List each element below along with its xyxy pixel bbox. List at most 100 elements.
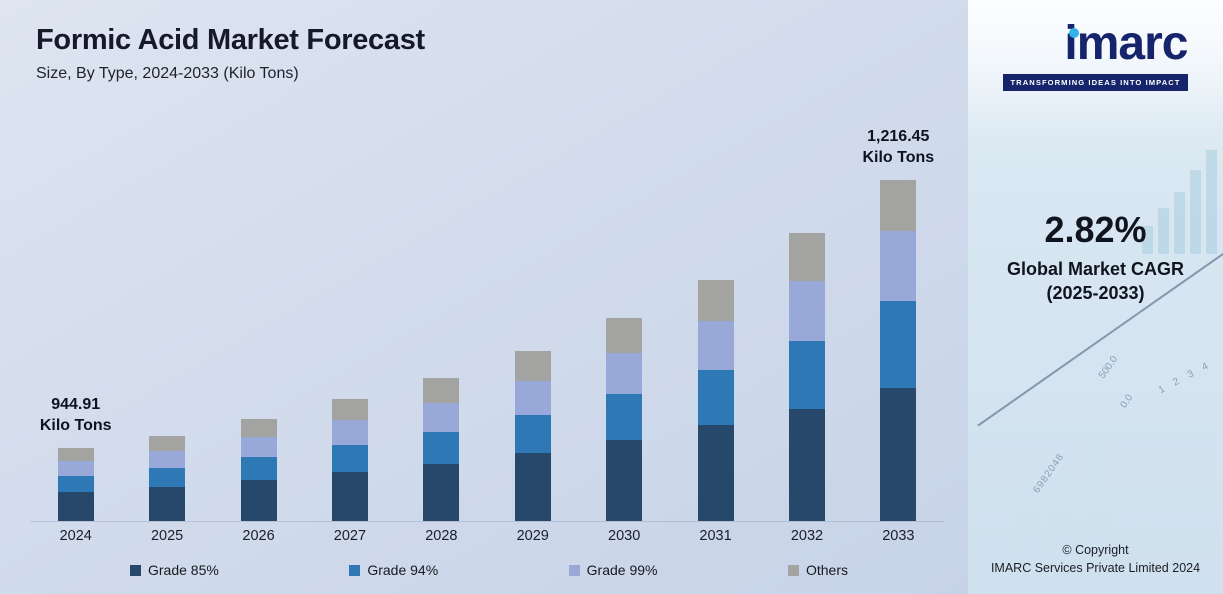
segment-2029-grade-99- [514, 381, 551, 415]
stacked-bar-2033 [880, 180, 917, 521]
x-axis-labels: 2024 2025 2026 2027 2028 2029 2030 2031 2032 2033 [30, 528, 944, 552]
decorative-axis-number: 500.0 [1096, 354, 1121, 381]
legend: Grade 85% Grade 94% Grade 99% Others [0, 552, 968, 594]
end-annotation-value: 1,216.45 [867, 128, 930, 146]
segment-2028-grade-99- [423, 403, 460, 432]
x-axis-label-2029: 2029 [516, 528, 549, 544]
legend-item-grade-85-: Grade 85% [130, 562, 219, 578]
segment-2027-others [331, 399, 368, 420]
bar-slot-2025 [121, 147, 212, 521]
segment-2026-others [240, 419, 277, 437]
bar-slot-2024 [30, 147, 121, 521]
segment-2028-others [423, 378, 460, 403]
copyright: © Copyright IMARC Services Private Limit… [991, 541, 1200, 579]
x-axis-label-2028: 2028 [425, 528, 458, 544]
segment-2030-grade-85- [606, 440, 643, 521]
bar-slot-2030 [578, 147, 669, 521]
segment-2032-grade-99- [788, 281, 825, 341]
segment-2024-grade-99- [57, 461, 94, 476]
x-axis-label-2025: 2025 [150, 528, 184, 544]
chart-header: Formic Acid Market Forecast Size, By Typ… [0, 0, 968, 83]
x-axis-label-2031: 2031 [699, 528, 732, 544]
stacked-bar-2031 [697, 280, 734, 521]
segment-2025-grade-94- [149, 468, 186, 487]
segment-2026-grade-94- [240, 457, 277, 480]
segment-2025-others [149, 436, 186, 451]
stacked-bar-2029 [514, 351, 551, 521]
segment-2031-grade-94- [697, 370, 734, 425]
segment-2031-others [697, 280, 734, 321]
bar-slot-2028 [396, 147, 487, 521]
copyright-line2: IMARC Services Private Limited 2024 [990, 561, 1201, 576]
segment-2024-grade-85- [57, 492, 94, 521]
stacked-bar-2027 [331, 399, 368, 521]
decorative-axis-number: 6982048 [1031, 451, 1067, 496]
cagr-label-line1: Global Market CAGR [1006, 259, 1185, 279]
segment-2033-others [880, 180, 917, 231]
bar-slot-2032 [761, 147, 852, 521]
segment-2030-grade-99- [606, 353, 643, 394]
segment-2031-grade-99- [697, 321, 734, 370]
legend-swatch-icon [349, 564, 361, 576]
start-annotation-unit: Kilo Tons [39, 417, 112, 435]
segment-2025-grade-85- [149, 487, 186, 521]
stacked-bar-2025 [149, 436, 186, 521]
x-axis-label-2033: 2033 [882, 528, 915, 544]
segment-2031-grade-85- [697, 425, 734, 521]
x-axis-label-2030: 2030 [608, 528, 641, 544]
legend-swatch-icon [787, 564, 799, 576]
segment-2029-grade-94- [514, 415, 551, 453]
segment-2028-grade-94- [423, 432, 460, 464]
bar-slot-2027 [304, 147, 395, 521]
bar-slot-2031 [670, 147, 761, 521]
logo-wordmark: imarc [1064, 17, 1188, 70]
bar-slot-2029 [487, 147, 578, 521]
bar-slot-2026 [213, 147, 304, 521]
copyright-line1: © Copyright [1062, 542, 1129, 557]
segment-2027-grade-99- [331, 420, 368, 445]
legend-label: Grade 99% [586, 562, 658, 578]
legend-swatch-icon [130, 564, 141, 576]
stacked-bar-2026 [240, 419, 277, 521]
plot-outer: 944.91 Kilo Tons 1,216.45 Kilo Tons [30, 128, 944, 522]
segment-2027-grade-94- [331, 445, 368, 472]
segment-2029-others [514, 351, 551, 381]
segment-2026-grade-85- [240, 480, 277, 521]
segment-2028-grade-85- [423, 464, 460, 521]
imarc-logo-text: imarc [1064, 17, 1188, 70]
cagr-label-line2: (2025-2033) [1046, 283, 1145, 304]
x-axis-label-2027: 2027 [333, 528, 367, 544]
segment-2024-others [57, 448, 94, 461]
segment-2032-grade-85- [788, 409, 825, 521]
stacked-bar-2028 [423, 378, 460, 521]
segment-2029-grade-85- [514, 453, 551, 521]
stacked-bar-2030 [606, 318, 643, 521]
legend-label: Grade 85% [148, 562, 219, 578]
x-axis-label-2026: 2026 [242, 528, 275, 544]
end-annotation: 1,216.45 Kilo Tons [853, 127, 944, 169]
legend-label: Grade 94% [367, 562, 439, 578]
decorative-axis-number: 0.0 [1118, 392, 1136, 411]
segment-2033-grade-99- [880, 231, 917, 301]
legend-label: Others [805, 562, 848, 578]
legend-item-others: Others [787, 562, 848, 578]
segment-2033-grade-94- [880, 301, 917, 388]
segment-2026-grade-99- [240, 437, 277, 457]
logo-tagline: TRANSFORMING IDEAS INTO IMPACT [1003, 74, 1188, 91]
bar-slot-2033 [853, 147, 944, 521]
segment-2032-others [788, 233, 825, 281]
legend-item-grade-99-: Grade 99% [568, 562, 658, 578]
stacked-bar-2024 [57, 448, 94, 521]
start-annotation: 944.91 Kilo Tons [30, 395, 121, 437]
decorative-axis-number: 1 2 3 4 [1157, 358, 1215, 397]
end-annotation-unit: Kilo Tons [862, 149, 935, 167]
legend-swatch-icon [568, 564, 580, 576]
imarc-logo: imarc TRANSFORMING IDEAS INTO IMPACT [1003, 17, 1189, 91]
segment-2032-grade-94- [788, 341, 825, 409]
stacked-bar-2032 [788, 233, 825, 521]
chart-section: Formic Acid Market Forecast Size, By Typ… [0, 0, 968, 594]
legend-item-grade-94-: Grade 94% [349, 562, 438, 578]
segment-2030-others [606, 318, 643, 353]
cagr-block: 2.82% Global Market CAGR (2025-2033) [1007, 209, 1184, 306]
